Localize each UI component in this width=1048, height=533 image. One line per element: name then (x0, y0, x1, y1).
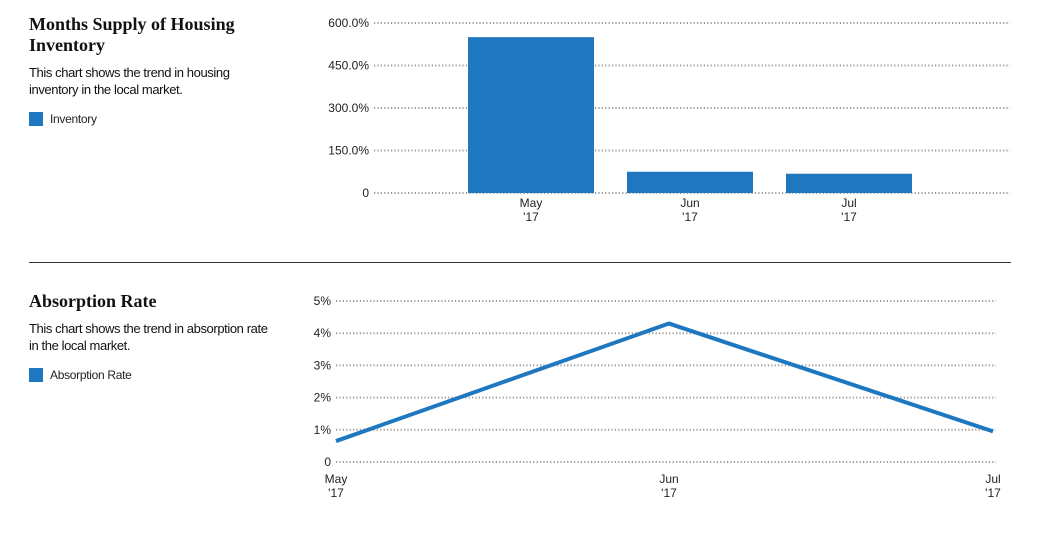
absorption-legend: Absorption Rate (29, 368, 279, 382)
absorption-panel: Absorption Rate This chart shows the tre… (0, 264, 1048, 533)
inventory-ytick-label: 150.0% (328, 144, 369, 158)
absorption-ytick-label: 4% (314, 326, 332, 340)
absorption-ytick-label: 3% (314, 358, 332, 372)
inventory-legend: Inventory (29, 112, 279, 126)
absorption-line-chart: 0 1% 2% 3% 4% 5% May '17 Jun '17 Jul '17 (314, 294, 1001, 500)
inventory-ytick-label: 600.0% (328, 16, 369, 30)
absorption-xtick-label: Jul '17 (985, 472, 1001, 500)
inventory-xtick-label: Jun '17 (680, 196, 699, 224)
inventory-xtick-label: Jul '17 (841, 196, 857, 224)
absorption-legend-label: Absorption Rate (50, 368, 132, 382)
absorption-ytick-label: 0 (324, 455, 331, 469)
inventory-ytick-label: 450.0% (328, 59, 369, 73)
absorption-series-line (335, 321, 994, 443)
inventory-description: This chart shows the trend in housing in… (29, 65, 230, 97)
absorption-side: Absorption Rate This chart shows the tre… (29, 291, 279, 382)
inventory-ytick-label: 300.0% (328, 101, 369, 115)
inventory-bar (468, 37, 594, 193)
inventory-xtick-label: May '17 (520, 196, 543, 224)
inventory-bar-chart: 0 150.0% 300.0% 450.0% 600.0% May '17 Jun '17 Jul… (328, 16, 1010, 224)
inventory-ytick-label: 0 (362, 186, 369, 200)
absorption-ytick-label: 2% (314, 391, 332, 405)
inventory-bar (786, 173, 912, 193)
inventory-title: Months Supply of Housing Inventory (29, 14, 235, 55)
inventory-legend-swatch (29, 112, 43, 126)
absorption-ytick-label: 5% (314, 294, 332, 308)
inventory-side: Months Supply of Housing Inventory This … (29, 14, 279, 126)
absorption-xtick-label: May '17 (325, 472, 348, 500)
inventory-legend-label: Inventory (50, 112, 97, 126)
inventory-bar (627, 171, 753, 193)
absorption-description: This chart shows the trend in absorption… (29, 321, 268, 353)
absorption-xtick-label: Jun '17 (659, 472, 678, 500)
absorption-ytick-label: 1% (314, 423, 332, 437)
absorption-legend-swatch (29, 368, 43, 382)
absorption-title: Absorption Rate (29, 291, 157, 311)
inventory-panel: Months Supply of Housing Inventory This … (0, 0, 1048, 262)
section-divider (29, 262, 1011, 263)
